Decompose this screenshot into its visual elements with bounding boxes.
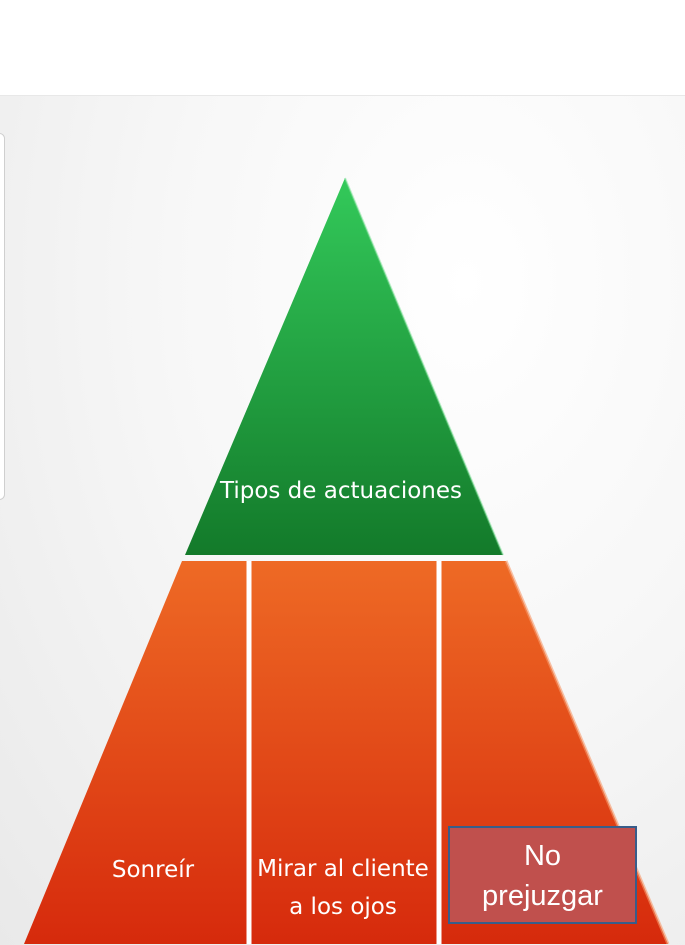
highlight-line1: No bbox=[523, 840, 562, 872]
highlight-box: No prejuzgar bbox=[448, 826, 637, 924]
cell-2-label-line1: Mirar al cliente bbox=[257, 856, 429, 882]
highlight-line2: prejuzgar bbox=[482, 880, 603, 912]
cell-2-label-line2: a los ojos bbox=[289, 894, 397, 920]
pyramid-top-edge bbox=[344, 177, 504, 556]
pyramid-bottom-edge bbox=[504, 560, 670, 944]
pyramid-top-triangle bbox=[185, 178, 503, 555]
top-label: Tipos de actuaciones bbox=[219, 478, 462, 504]
cell-1-label: Sonreír bbox=[112, 857, 195, 883]
